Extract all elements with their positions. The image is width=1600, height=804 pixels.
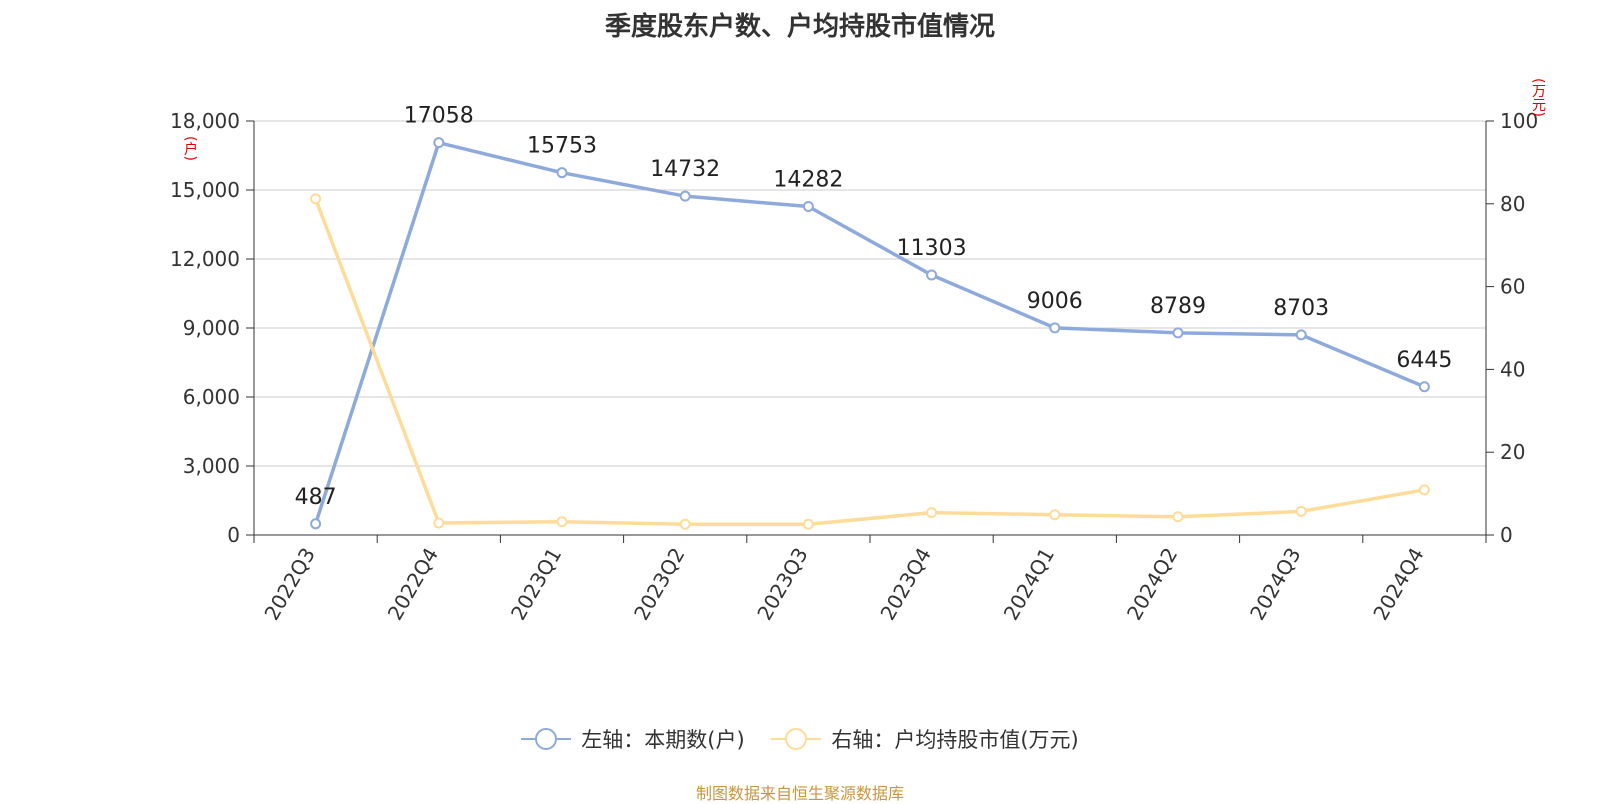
data-label: 14282 (773, 168, 843, 193)
left-tick-label: 9,000 (183, 316, 240, 340)
households-point (1418, 381, 1430, 393)
right-tick-label: 0 (1500, 523, 1513, 547)
right-tick-label: 100 (1500, 109, 1538, 133)
data-label: 14732 (650, 157, 720, 182)
data-label: 15753 (527, 134, 597, 159)
chart-title: 季度股东户数、户均持股市值情况 (604, 12, 995, 42)
households-point (310, 518, 322, 530)
market-value-point (679, 518, 691, 530)
legend: 左轴：本期数(户) 右轴：户均持股市值(万元) (0, 724, 1600, 756)
households-line (313, 140, 1426, 525)
left-tick-label: 3,000 (183, 454, 240, 478)
x-tick-label: 2023Q3 (752, 544, 812, 625)
households-point (1049, 322, 1061, 334)
right-axis-unit: (万元) (1530, 78, 1546, 117)
x-tick-label: 2023Q1 (506, 544, 566, 625)
left-tick-label: 18,000 (170, 109, 240, 133)
x-tick-label: 2024Q1 (999, 544, 1059, 625)
left-tick-label: 15,000 (170, 178, 240, 202)
data-source-note: 制图数据来自恒生聚源数据库 (695, 784, 904, 803)
data-label: 8789 (1150, 294, 1206, 319)
right-tick-label: 20 (1500, 440, 1525, 464)
x-tick-label: 2022Q4 (383, 544, 443, 625)
right-tick-label: 60 (1500, 275, 1525, 299)
market-value-point (310, 193, 322, 205)
market-value-point (556, 516, 568, 528)
x-tick-label: 2023Q4 (875, 544, 935, 625)
legend-label-households: 左轴：本期数(户) (581, 728, 745, 752)
households-point (926, 269, 938, 281)
market-value-point (1049, 509, 1061, 521)
households-point (1172, 327, 1184, 339)
data-label: 17058 (404, 104, 474, 129)
right-tick-label: 80 (1500, 192, 1525, 216)
left-axis-unit: (户) (182, 136, 198, 161)
legend-item-households[interactable]: 左轴：本期数(户) (521, 724, 745, 754)
left-tick-label: 6,000 (183, 385, 240, 409)
x-tick-label: 2024Q4 (1368, 544, 1428, 625)
households-point (1295, 329, 1307, 341)
market-value-point (1295, 505, 1307, 517)
households-point (802, 201, 814, 213)
data-label: 11303 (897, 236, 967, 261)
left-tick-label: 0 (227, 523, 240, 547)
market-value-point (1172, 511, 1184, 523)
x-tick-label: 2024Q3 (1245, 544, 1305, 625)
market-value-point (1418, 484, 1430, 496)
legend-line-circle-icon (521, 728, 572, 750)
x-tick-label: 2022Q3 (259, 544, 319, 625)
market-value-line (313, 198, 1425, 526)
legend-line-circle-icon (771, 728, 822, 750)
right-tick-label: 40 (1500, 357, 1525, 381)
legend-item-market-value[interactable]: 右轴：户均持股市值(万元) (771, 724, 1079, 754)
households-point (679, 190, 691, 202)
left-tick-label: 12,000 (170, 247, 240, 271)
x-tick-label: 2023Q2 (629, 544, 689, 625)
data-label: 8703 (1273, 296, 1329, 321)
households-point (433, 137, 445, 149)
market-value-point (433, 517, 445, 529)
data-label: 487 (295, 485, 337, 510)
data-label: 9006 (1027, 289, 1083, 314)
households-point (556, 167, 568, 179)
data-label: 6445 (1396, 348, 1452, 373)
legend-label-market-value: 右轴：户均持股市值(万元) (831, 728, 1079, 752)
market-value-point (802, 518, 814, 530)
x-tick-label: 2024Q2 (1122, 544, 1182, 625)
market-value-point (926, 507, 938, 519)
